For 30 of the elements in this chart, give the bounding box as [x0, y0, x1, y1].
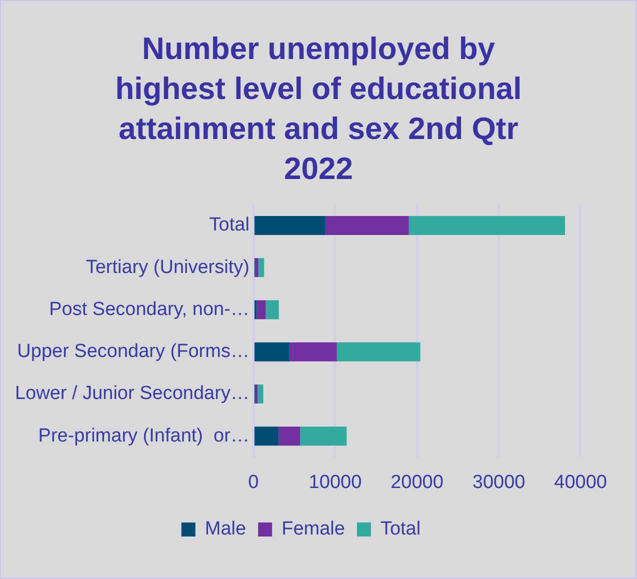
- bar: [254, 426, 279, 446]
- x-tick-label: 0: [248, 472, 259, 493]
- legend-label: Male: [204, 518, 246, 540]
- bar: [325, 216, 409, 235]
- bar: [254, 342, 290, 362]
- legend-label: Total: [380, 518, 421, 540]
- y-tick-label: Tertiary (University): [86, 256, 250, 278]
- bar: [258, 384, 264, 404]
- bar: [255, 384, 258, 404]
- x-tick-label: 20000: [390, 472, 444, 493]
- x-tick-label: 40000: [554, 472, 608, 493]
- y-tick-label: Upper Secondary (Forms…: [17, 341, 250, 362]
- x-tick-label: 10000: [308, 472, 362, 493]
- y-tick-label: Lower / Junior Secondary…: [14, 383, 250, 404]
- x-tick-label: 30000: [472, 472, 526, 493]
- y-tick-label: Pre-primary (Infant) or…: [38, 425, 250, 446]
- legend-label: Female: [282, 518, 345, 540]
- bar: [256, 300, 266, 320]
- bar: [254, 216, 326, 235]
- y-tick-label: Post Secondary, non-…: [49, 298, 250, 320]
- y-tick-label: Total: [209, 214, 250, 236]
- bar: [336, 342, 420, 362]
- bar: [278, 426, 300, 446]
- bar: [255, 258, 258, 278]
- chart-title: Number unemployed by highest level of educational attainment and sex 2nd Qtr 2022: [114, 30, 523, 188]
- bar: [300, 426, 347, 446]
- bar: [258, 258, 264, 278]
- bar: [266, 300, 279, 320]
- bar: [408, 216, 566, 235]
- bar: [289, 342, 337, 362]
